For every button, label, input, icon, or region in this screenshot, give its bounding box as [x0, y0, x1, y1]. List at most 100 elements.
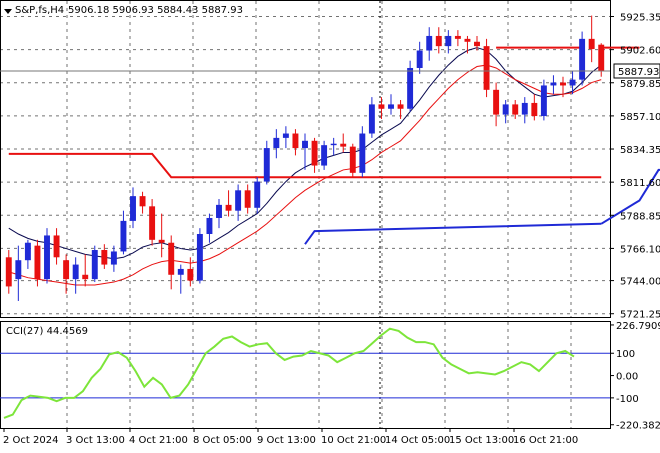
bear-candle: [531, 102, 538, 117]
cci-indicator: 226.7909 100 0.00 -100 -220.3826: [0, 321, 660, 432]
bear-candle: [474, 41, 480, 47]
y-tick-label: 5744.00: [620, 277, 660, 288]
bear-candle: [435, 35, 442, 47]
bull-candle: [24, 242, 31, 261]
bull-candle: [502, 104, 509, 115]
bull-candle: [579, 38, 586, 80]
bull-candle: [521, 102, 528, 115]
bull-candle: [388, 104, 394, 109]
channel_lower-line: [600, 168, 660, 225]
candles: [5, 15, 605, 301]
bull-candle: [321, 145, 328, 166]
y-tick-label: 5902.60: [620, 46, 660, 57]
bear-candle: [598, 44, 605, 71]
x-tick-label: 3 Oct 13:00: [66, 435, 125, 446]
y-tick-label: 5879.85: [620, 79, 660, 90]
bull-candle: [282, 133, 289, 138]
bull-candle: [177, 268, 184, 275]
y-tick-label: 5925.35: [620, 13, 660, 24]
y-tick-label: 5788.85: [620, 211, 660, 222]
cci-tick-label: 226.7909: [616, 321, 660, 332]
bull-candle: [569, 79, 576, 86]
bear-candle: [149, 206, 156, 240]
bull-candle: [120, 220, 127, 252]
current-price-label: 5887.93: [618, 67, 659, 78]
y-tick-label: 5811.60: [620, 178, 660, 189]
dropdown-triangle-icon[interactable]: [4, 9, 12, 14]
chart-header: S&P,fs,H4 5906.18 5906.93 5884.43 5887.9…: [4, 5, 243, 16]
bull-candle: [254, 181, 261, 208]
bear-candle: [63, 260, 70, 280]
bull-candle: [273, 137, 280, 149]
channel_upper-line: [8, 152, 602, 179]
axes: 5925.35 5902.60 5879.85 5857.10 5834.35 5811.…: [0, 13, 660, 446]
bull-candle: [130, 196, 136, 221]
bull-candle: [302, 140, 308, 149]
y-tick-label: 5721.25: [620, 310, 660, 321]
channel_lower-line: [304, 222, 602, 245]
bear-candle: [493, 89, 500, 115]
x-tick-label: 10 Oct 21:00: [321, 435, 386, 446]
x-tick-label: 16 Oct 21:00: [513, 435, 578, 446]
bull-candle: [15, 260, 22, 280]
bull-candle: [206, 217, 213, 234]
cci-tick-label: -220.3826: [616, 421, 660, 432]
bear-candle: [512, 104, 519, 115]
ma_slow-line: [8, 64, 602, 286]
bull-candle: [196, 233, 203, 281]
x-tick-label: 14 Oct 05:00: [385, 435, 450, 446]
bear-candle: [483, 46, 490, 90]
bull-candle: [540, 85, 547, 117]
cci-tick-label: 100: [616, 349, 635, 360]
bull-candle: [91, 250, 98, 280]
bear-candle: [158, 239, 165, 243]
y-tick-label: 5834.35: [620, 145, 660, 156]
bull-candle: [359, 133, 366, 173]
bull-candle: [235, 190, 242, 211]
bear-candle: [340, 143, 347, 147]
bear-candle: [53, 235, 60, 258]
main-panel-frame: [0, 0, 611, 318]
bear-candle: [378, 104, 385, 109]
price-overlays: [8, 46, 660, 286]
current-price-box: [613, 63, 660, 79]
x-tick-label: 4 Oct 21:00: [129, 435, 188, 446]
bull-candle: [407, 67, 414, 109]
bear-candle: [464, 38, 471, 42]
bull-candle: [330, 143, 337, 146]
bear-candle: [588, 38, 595, 50]
x-tick-label: 2 Oct 2024: [3, 435, 58, 446]
x-tick-label: 8 Oct 05:00: [193, 435, 252, 446]
bull-candle: [550, 82, 557, 86]
bear-candle: [349, 146, 356, 173]
bull-candle: [72, 264, 79, 280]
bear-candle: [168, 242, 175, 275]
ohlc-readout: 5906.18 5906.93 5884.43 5887.93: [68, 5, 243, 16]
symbol-title: S&P,fs,H4: [15, 5, 64, 16]
bear-candle: [454, 35, 461, 39]
bear-candle: [187, 268, 194, 281]
bear-candle: [244, 190, 251, 208]
bear-candle: [397, 104, 404, 109]
cci-title: CCI(27) 44.4569: [6, 326, 88, 337]
bull-candle: [416, 50, 423, 68]
bear-candle: [101, 250, 108, 265]
bull-candle: [445, 35, 452, 47]
x-tick-label: 15 Oct 13:00: [449, 435, 514, 446]
bear-candle: [292, 133, 299, 149]
cci-line: [3, 327, 575, 419]
bear-candle: [225, 204, 232, 211]
bear-candle: [560, 82, 566, 86]
bull-candle: [368, 104, 375, 134]
bull-candle: [110, 251, 117, 265]
bear-candle: [311, 140, 318, 166]
cci-panel-frame: [0, 321, 611, 429]
cci-tick-label: -100: [616, 394, 639, 405]
bear-candle: [139, 196, 146, 207]
y-tick-label: 5766.10: [620, 244, 660, 255]
bear-candle: [5, 257, 12, 287]
bear-candle: [34, 245, 41, 280]
cci-tick-label: 0.00: [616, 372, 638, 383]
